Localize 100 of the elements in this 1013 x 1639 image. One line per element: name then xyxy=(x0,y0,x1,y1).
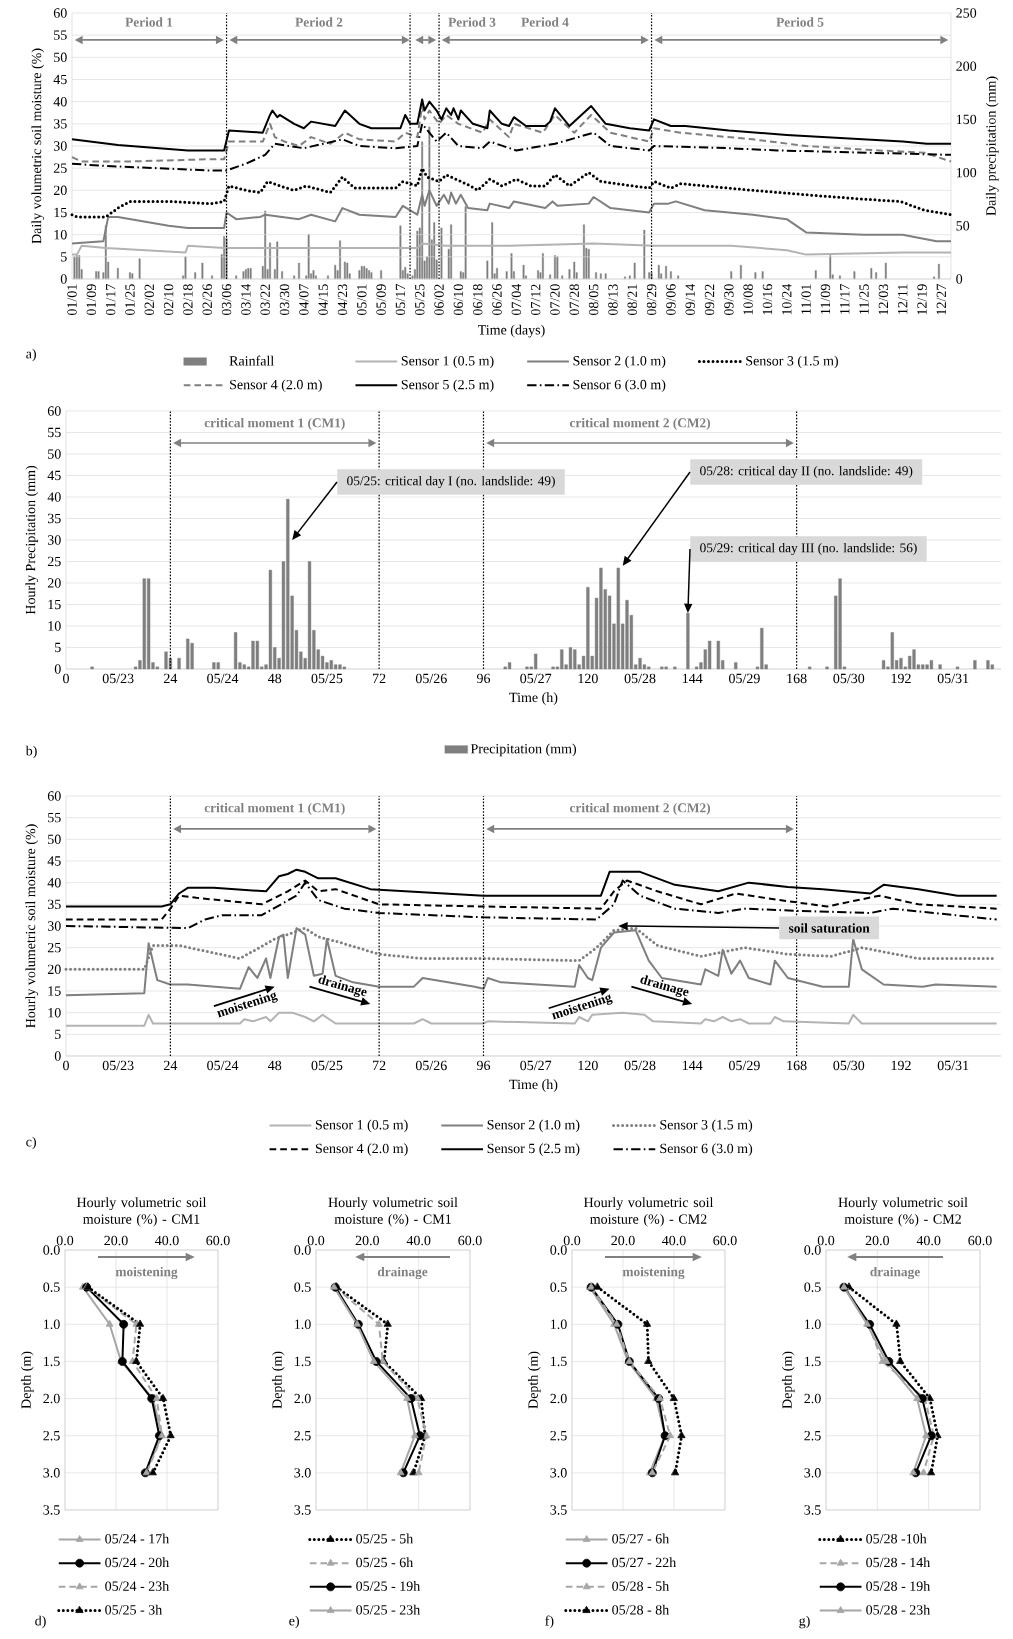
x-tick-label: 03/22 xyxy=(260,284,270,316)
y-tick-label: 45 xyxy=(53,74,67,85)
x-tick-label: 0.0 xyxy=(563,1235,581,1246)
x-tick-label: 20.0 xyxy=(865,1235,890,1246)
x-tick-label: 12/27 xyxy=(936,284,947,315)
legend-label: 05/28 - 23h xyxy=(866,1604,931,1615)
y-tick-label: 0 xyxy=(60,274,67,284)
x-tick-label: 192 xyxy=(891,1060,911,1071)
y-tick-label: 2.5 xyxy=(294,1430,311,1441)
text: f) xyxy=(545,1615,554,1629)
x-tick-label: 120 xyxy=(578,1060,598,1071)
x-tick-label: 0.0 xyxy=(817,1235,835,1246)
legend-label: Sensor 2 (1.0 m) xyxy=(487,1119,580,1133)
x-tick-label: 07/20 xyxy=(550,284,560,316)
legend-label: Sensor 6 (3.0 m) xyxy=(660,1143,753,1156)
x-tick-label: 40.0 xyxy=(406,1235,431,1246)
x-tick-label: 05/25 xyxy=(311,673,343,684)
text: b) xyxy=(25,745,37,759)
y-tick-label: 55 xyxy=(48,813,61,823)
legend-label: 05/27 - 6h xyxy=(612,1533,670,1544)
text: d) xyxy=(35,1615,46,1629)
x-tick-label: 07/12 xyxy=(530,284,541,316)
x-tick-label: 144 xyxy=(682,1060,703,1070)
x-tick-label: 04/15 xyxy=(318,284,328,316)
y-tick-label: 1.0 xyxy=(295,1319,311,1330)
y-axis-title: Depth (m) xyxy=(527,1351,541,1409)
x-tick-label: 05/24 xyxy=(207,1060,239,1071)
y-tick-label: 30 xyxy=(47,921,61,931)
annotation: 05/29: critical day III (no. landslide: 56) xyxy=(700,542,917,556)
y-tick-label: 15 xyxy=(48,986,61,996)
x-tick-label: 24 xyxy=(163,1060,178,1070)
legend-label: 05/25 - 23h xyxy=(356,1604,421,1615)
annotation: moistening xyxy=(622,1266,685,1280)
y-tick-label: 2.0 xyxy=(550,1393,567,1404)
y2-tick-label: 100 xyxy=(956,167,977,178)
x-tick-label: 06/18 xyxy=(472,284,483,316)
y-tick-label: 0.5 xyxy=(43,1282,60,1292)
x-tick-label: 08/29 xyxy=(646,284,657,316)
legend-label: Sensor 6 (3.0 m) xyxy=(573,379,666,393)
x-tick-label: 06/10 xyxy=(453,284,464,316)
x-tick-label: 60.0 xyxy=(458,1235,482,1246)
annotation: Period 5 xyxy=(776,17,824,27)
legend-label: 05/28 -10h xyxy=(866,1533,927,1544)
x-tick-label: 05/17 xyxy=(395,284,406,316)
y-tick-label: 50 xyxy=(48,449,61,459)
x-tick-label: 02/26 xyxy=(202,284,212,316)
legend-label: 05/24 - 17h xyxy=(105,1533,170,1544)
y-tick-label: 30 xyxy=(47,535,61,545)
x-tick-label: 09/14 xyxy=(685,283,695,316)
x-axis-title: Time (h) xyxy=(509,692,558,705)
x-tick-label: 11/25 xyxy=(859,284,869,314)
y-tick-label: 2.0 xyxy=(43,1393,60,1404)
x-tick-label: 05/27 xyxy=(520,673,552,684)
x-tick-label: 05/31 xyxy=(937,673,969,684)
x-tick-label: 03/30 xyxy=(279,284,290,316)
y2-axis-title: Daily precipitation (mm) xyxy=(985,76,999,216)
x-tick-label: 08/21 xyxy=(627,284,637,316)
y-tick-label: 5 xyxy=(61,252,67,262)
annotation: critical moment 1 (CM1) xyxy=(204,802,345,816)
y-tick-label: 30 xyxy=(53,141,67,151)
text: e) xyxy=(289,1615,299,1629)
y-tick-label: 1.0 xyxy=(44,1319,60,1330)
x-tick-label: 60.0 xyxy=(206,1235,230,1246)
x-tick-label: 09/30 xyxy=(724,284,734,316)
legend-label: 05/27 - 22h xyxy=(612,1557,677,1568)
x-tick-label: 02/02 xyxy=(144,284,155,316)
legend-label: Sensor 3 (1.5 m) xyxy=(660,1119,753,1133)
legend-label: Sensor 2 (1.0 m) xyxy=(573,355,666,369)
annotation: 05/25: critical day I (no. landslide: 49) xyxy=(347,475,555,489)
y-tick-label: 20 xyxy=(47,964,61,975)
x-tick-label: 05/27 xyxy=(520,1060,552,1071)
x-tick-label: 40.0 xyxy=(916,1235,941,1246)
text: c) xyxy=(26,1136,36,1150)
legend-label: Sensor 5 (2.5 m) xyxy=(487,1143,580,1156)
y-tick-label: 20 xyxy=(53,185,67,196)
annotation: Period 4 xyxy=(521,17,569,27)
x-tick-label: 05/29 xyxy=(728,673,760,684)
annotation: moistening xyxy=(115,1266,178,1280)
y-axis-title: Hourly volumetric soil moisture (%) xyxy=(25,824,39,1028)
y-tick-label: 0.5 xyxy=(804,1282,821,1292)
y-tick-label: 10 xyxy=(54,229,67,240)
y-tick-label: 20 xyxy=(47,578,61,588)
x-tick-label: 06/26 xyxy=(492,284,502,316)
y-tick-label: 3.5 xyxy=(804,1505,821,1515)
x-tick-label: 12/03 xyxy=(878,284,889,315)
y-tick-label: 10 xyxy=(48,621,61,631)
legend-label: 05/25 - 3h xyxy=(105,1604,163,1615)
legend-label: 05/28 - 19h xyxy=(866,1581,931,1591)
y-tick-label: 35 xyxy=(47,513,61,524)
x-axis-title: Hourly volumetric soil moisture (%) - CM2 xyxy=(838,1197,968,1227)
y-tick-label: 0 xyxy=(54,1051,61,1061)
x-tick-label: 11/01 xyxy=(801,284,811,314)
y-axis-title: Depth (m) xyxy=(20,1351,34,1409)
x-tick-label: 60.0 xyxy=(968,1235,992,1246)
legend-label: 05/25 - 19h xyxy=(356,1581,421,1591)
x-tick-label: 11/17 xyxy=(840,284,850,314)
y-tick-label: 1.5 xyxy=(44,1356,60,1367)
y-tick-label: 60 xyxy=(53,8,67,18)
x-tick-label: 06/02 xyxy=(434,284,444,316)
y-tick-label: 45 xyxy=(47,856,61,866)
